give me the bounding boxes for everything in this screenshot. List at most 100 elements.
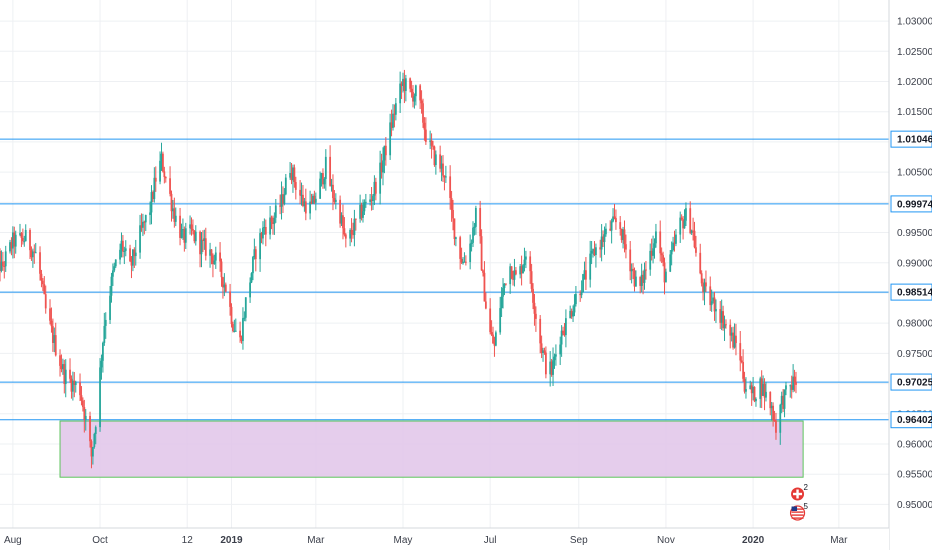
y-tick-label: 0.98000 [897,319,932,330]
price-axis-background[interactable] [889,0,932,550]
y-tick-label: 0.99000 [897,258,932,269]
candle-body [159,160,161,182]
candle-body [111,270,114,277]
candle-body [339,199,342,224]
candle-body [795,382,797,385]
candle-body [705,282,707,287]
candle-body [71,380,74,392]
candle-body [782,395,785,409]
candle-body [390,122,393,128]
candle-body [695,247,697,253]
candle-body [749,385,752,390]
candle-body [172,208,174,212]
support-zone-rectangle[interactable] [59,420,804,478]
candle-body [393,113,396,115]
us-flag-stripe [791,511,804,513]
candle-body [31,251,34,258]
horizontal-levels[interactable] [0,138,889,421]
candle-body [59,355,61,366]
time-axis-background[interactable] [0,528,889,550]
us-flag-event-icon[interactable] [789,505,806,521]
candle-body [673,242,676,244]
us-flag-stripe [791,517,804,519]
candle-body [725,324,727,326]
candle-body [363,202,366,212]
candle-body [534,313,537,319]
candle-body [182,229,184,231]
candle-body [404,78,407,91]
event-markers[interactable]: 25 [789,483,809,521]
candle-body [615,218,617,223]
candle-body [602,236,604,243]
candle-body [715,309,717,312]
candle-body [589,253,592,280]
candle-body [595,247,597,256]
candle-body [772,405,775,420]
candle-body [354,218,357,220]
candle-body [520,266,523,274]
candle-body [679,217,682,235]
candle-body [529,256,532,272]
y-tick-label: 1.01500 [897,107,932,118]
x-tick-label: Oct [92,535,108,546]
candle-body [494,332,497,346]
candle-body [24,230,27,242]
candle-body [750,385,753,394]
candle-body [523,259,526,266]
candle-body [389,122,392,156]
candle-body [14,234,17,247]
candle-body [222,277,224,288]
candle-body [720,311,723,323]
candle-body [250,273,253,283]
candle-body [665,271,667,283]
candle-body [220,261,223,278]
candle-body [670,249,673,255]
y-tick-label: 0.96000 [897,439,932,450]
candle-body [472,227,474,243]
candle-body [773,419,776,421]
time-axis[interactable]: Aug Oct 12 2019 Mar May Jul Sep Nov 2020 Mar [4,535,848,546]
price-tag-label: 1.01046 [897,135,932,146]
candle-body [735,335,737,344]
candle-body [410,88,413,93]
candle-body [400,83,403,86]
swiss-flag-event-icon[interactable] [790,486,806,502]
candle-body [310,201,313,204]
candle-body [209,249,211,256]
y-tick-label: 1.02000 [897,77,932,88]
candle-body [649,250,652,270]
candle-body [240,337,243,342]
candle-body [605,228,607,235]
candle-body [89,415,91,442]
candle-body [314,198,317,203]
candle-body [612,216,614,222]
candle-body [779,404,782,433]
candle-body [489,308,492,333]
candle-body [11,232,14,249]
candle-body [514,270,517,275]
candle-body [214,252,217,261]
candle-body [122,240,124,252]
candle-body [230,306,233,325]
price-tag [890,195,932,213]
candle-body [620,228,623,241]
candle-body [270,217,273,222]
candle-body [432,145,434,147]
candle-body [193,230,196,242]
candle-body [373,181,376,196]
candle-body [510,266,513,279]
candle-body [550,361,553,375]
candle-body [264,227,267,235]
candle-body [453,218,456,239]
candle-body [294,182,297,190]
event-count-label: 5 [804,502,809,511]
candle-body [143,221,146,223]
candle-body [61,364,64,370]
candle-body [169,178,171,194]
price-axis[interactable]: 1.030001.025001.020001.015001.010001.005… [890,17,932,511]
candle-body [273,217,276,225]
demand-zone[interactable] [59,420,804,478]
candle-body [233,330,236,332]
candle-body [239,330,241,338]
